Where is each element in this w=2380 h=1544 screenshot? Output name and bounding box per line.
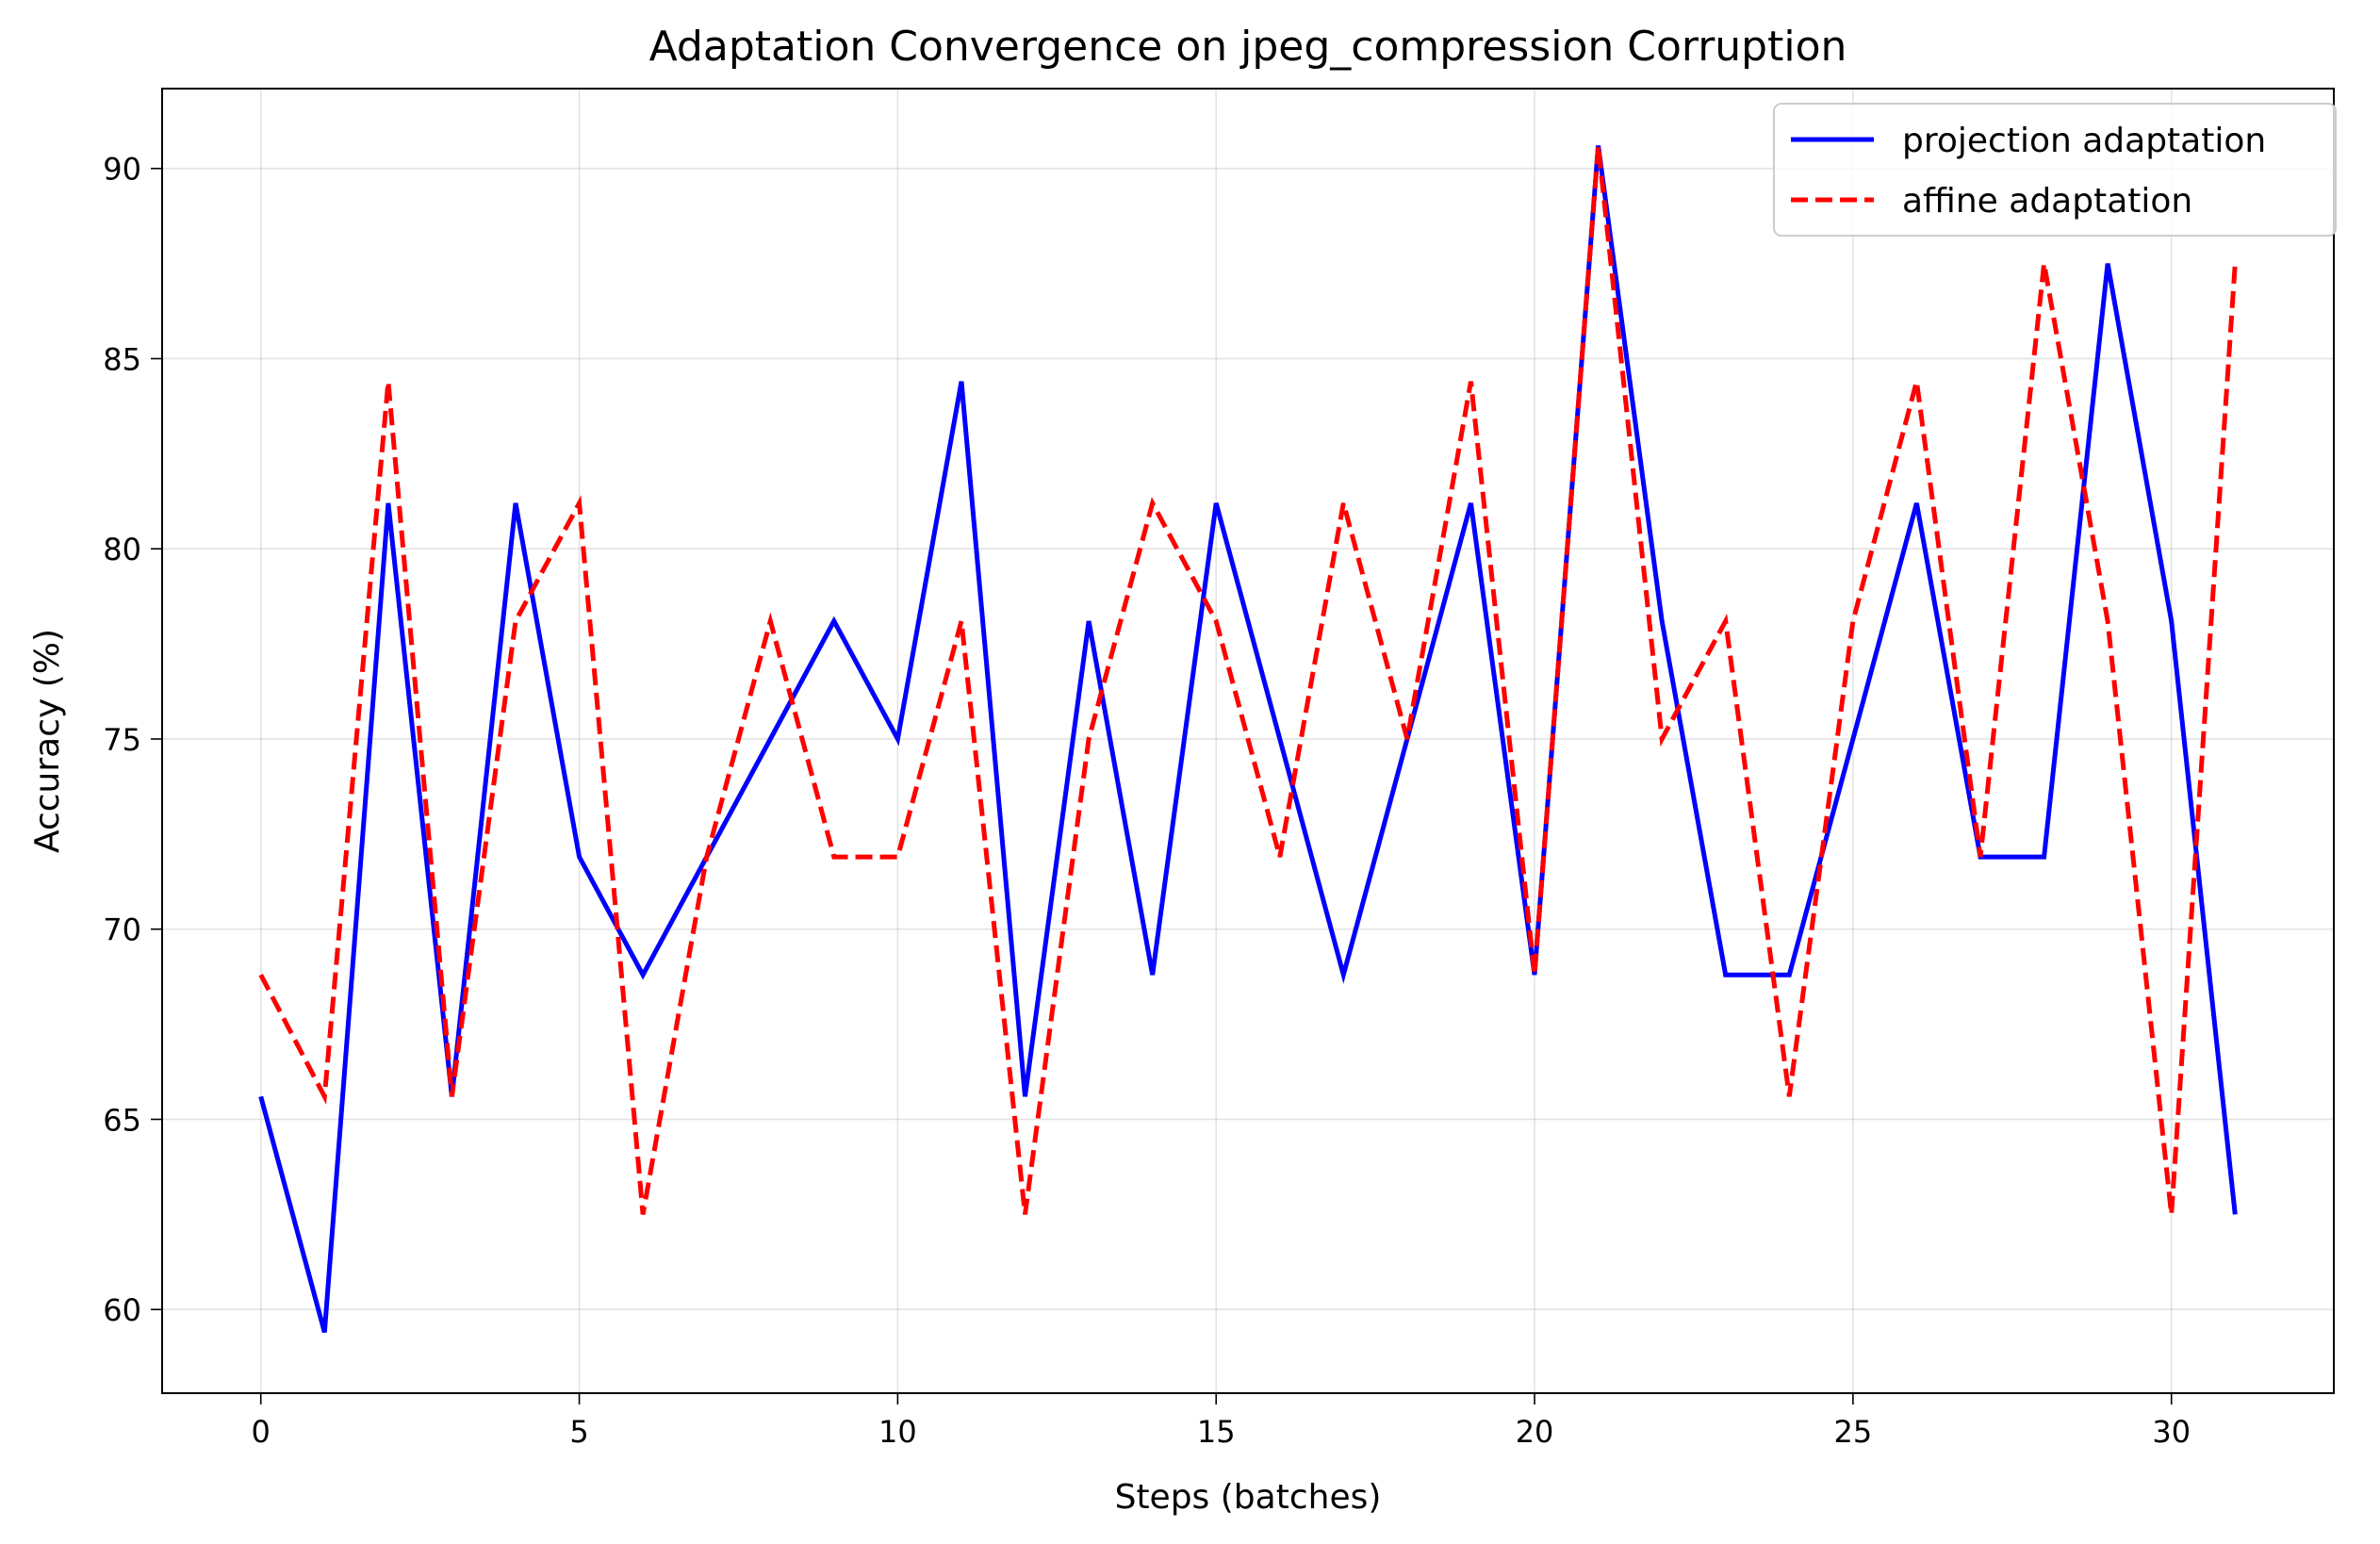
series-line-affine [258, 145, 2238, 1215]
y-tick-label: 90 [103, 152, 141, 188]
legend-box [1773, 103, 2337, 237]
y-axis-label: Accuracy (%) [28, 629, 67, 853]
chart-title: Adaptation Convergence on jpeg_compressi… [649, 23, 1847, 71]
series-layer [258, 145, 2238, 1334]
legend-label-affine: affine adaptation [1902, 182, 2192, 221]
legend-label-projection: projection adaptation [1902, 122, 2266, 160]
y-tick-label: 60 [103, 1292, 141, 1328]
x-axis-label: Steps (batches) [1115, 1478, 1382, 1517]
x-tick-label: 20 [1516, 1414, 1554, 1450]
x-tick-label: 15 [1197, 1414, 1236, 1450]
x-tick-label: 25 [1834, 1414, 1873, 1450]
legend: projection adaptation affine adaptation [1773, 103, 2337, 237]
plot-frame [161, 88, 2335, 1394]
y-tick-label: 70 [103, 912, 141, 948]
x-tick-label: 10 [878, 1414, 917, 1450]
y-tick-label: 85 [103, 341, 141, 377]
y-tick-label: 65 [103, 1102, 141, 1138]
y-tick-label: 75 [103, 722, 141, 758]
series-line-projection [258, 145, 2238, 1334]
x-tick-label: 30 [2152, 1414, 2191, 1450]
x-tick-label: 0 [252, 1414, 271, 1450]
ticks: 0 5 10 15 20 25 30 60 65 70 75 80 85 90 [103, 152, 2191, 1450]
y-tick-label: 80 [103, 532, 141, 567]
x-tick-label: 5 [569, 1414, 588, 1450]
